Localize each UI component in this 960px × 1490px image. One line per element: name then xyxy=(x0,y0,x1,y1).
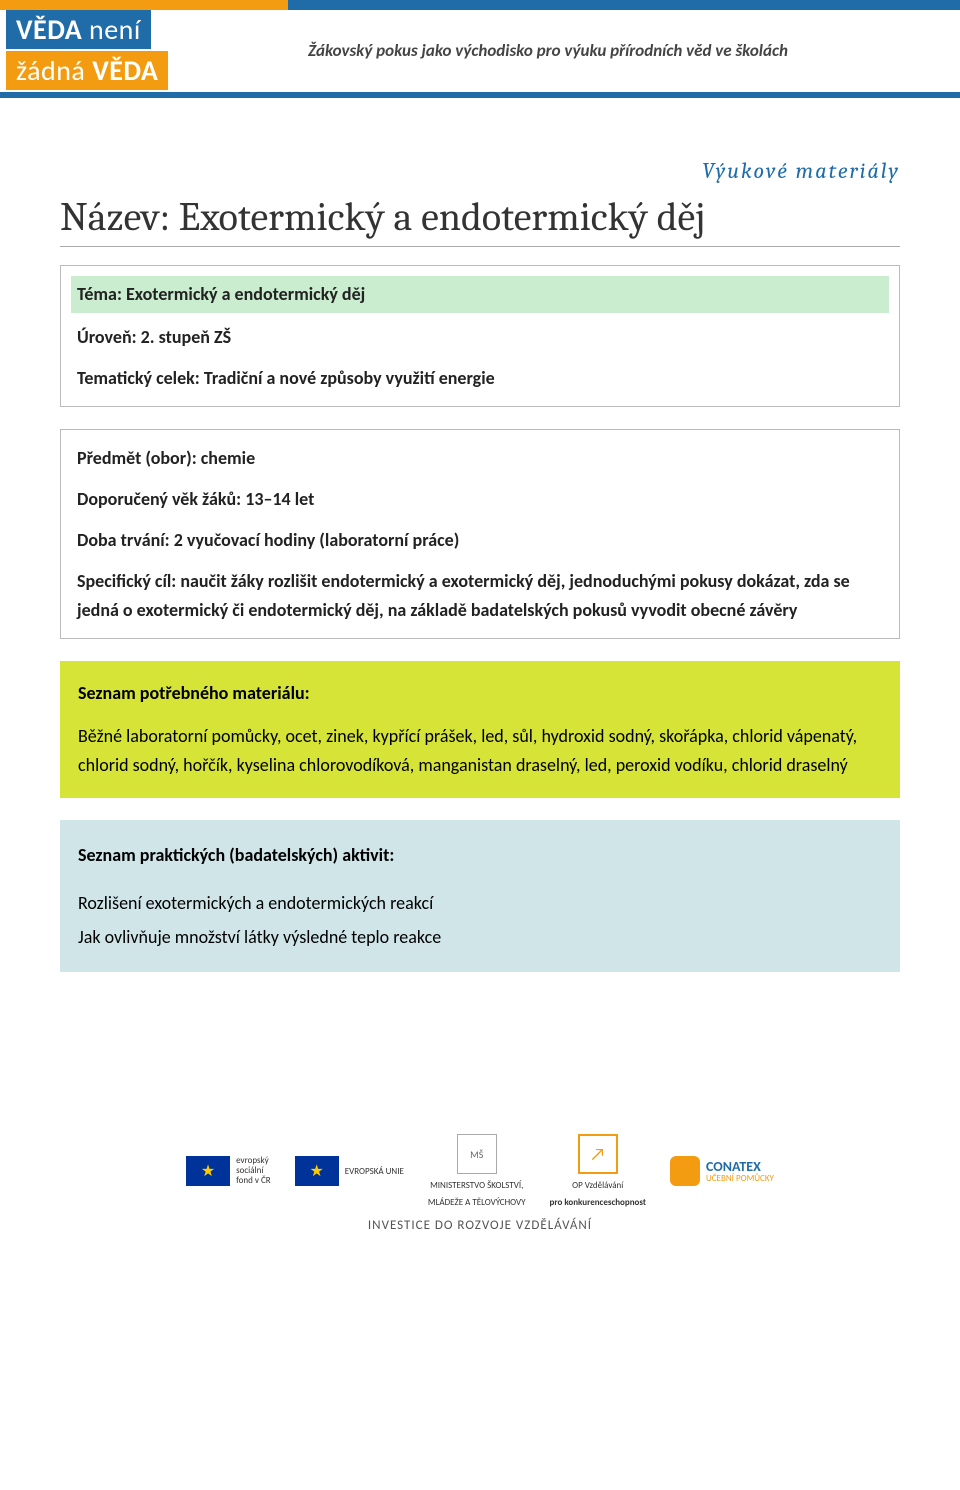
page-title: Název: Exotermický a endotermický děj xyxy=(60,194,900,247)
activities-block: Seznam praktických (badatelských) aktivi… xyxy=(60,820,900,973)
cil-row: Specifický cíl: naučit žáky rozlišit end… xyxy=(77,567,883,625)
page-footer: ★ evropský sociální fond v ČR ★ EVROPSKÁ… xyxy=(0,1134,960,1253)
op-text1: OP Vzdělávání xyxy=(572,1180,623,1191)
activities-heading: Seznam praktických (badatelských) aktivi… xyxy=(78,838,882,872)
doba-row: Doba trvání: 2 vyučovací hodiny (laborat… xyxy=(77,526,883,555)
eu-flag-icon: ★ xyxy=(186,1156,230,1186)
eu-text: EVROPSKÁ UNIE xyxy=(345,1166,404,1177)
materials-body: Běžné laboratorní pomůcky, ocet, zinek, … xyxy=(78,722,882,780)
eu-flag-icon-2: ★ xyxy=(295,1156,339,1186)
logo-esf: ★ evropský sociální fond v ČR xyxy=(186,1156,271,1186)
materials-heading: Seznam potřebného materiálu: xyxy=(78,679,882,708)
tema-row: Téma: Exotermický a endotermický děj xyxy=(71,276,889,313)
info-box-2: Předmět (obor): chemie Doporučený věk žá… xyxy=(60,429,900,639)
predmet-row: Předmět (obor): chemie xyxy=(77,444,883,473)
conatex-icon xyxy=(670,1156,700,1186)
uroven-row: Úroveň: 2. stupeň ZŠ xyxy=(77,323,883,352)
logo-op: ↗ OP Vzdělávání pro konkurenceschopnost xyxy=(550,1134,646,1208)
conatex-text2: UČEBNÍ POMŮCKY xyxy=(706,1174,774,1184)
logo-conatex: CONATEX UČEBNÍ POMŮCKY xyxy=(670,1156,774,1186)
esf-text3: fond v ČR xyxy=(236,1176,271,1186)
conatex-text1: CONATEX xyxy=(706,1159,774,1174)
page-header: VĚDA není žádná VĚDA Žákovský pokus jako… xyxy=(0,0,960,98)
activities-line1: Rozlišení exotermických a endotermických… xyxy=(78,886,882,920)
footer-tagline: INVESTICE DO ROZVOJE VZDĚLÁVÁNÍ xyxy=(368,1218,592,1233)
logo-word-veda2: VĚDA xyxy=(92,53,158,88)
logo-eu: ★ EVROPSKÁ UNIE xyxy=(295,1156,404,1186)
logo-area: VĚDA není žádná VĚDA xyxy=(0,10,300,90)
page-content: Výukové materiály Název: Exotermický a e… xyxy=(0,98,960,1034)
msmt-icon: MŠ xyxy=(457,1134,497,1174)
op-icon: ↗ xyxy=(578,1134,618,1174)
logo-line1: VĚDA není xyxy=(6,10,151,49)
category-label: Výukové materiály xyxy=(60,158,900,184)
info-box-1: Téma: Exotermický a endotermický děj Úro… xyxy=(60,265,900,407)
logo-word-zadna: žádná xyxy=(16,53,85,88)
bar-orange xyxy=(0,0,288,10)
header-tagline: Žákovský pokus jako východisko pro výuku… xyxy=(300,10,960,90)
op-text2: pro konkurenceschopnost xyxy=(550,1197,646,1208)
vek-row: Doporučený věk žáků: 13–14 let xyxy=(77,485,883,514)
celek-row: Tematický celek: Tradiční a nové způsoby… xyxy=(77,364,883,393)
logo-word-veda: VĚDA xyxy=(16,12,82,47)
logo-word-neni: není xyxy=(89,12,141,47)
materials-block: Seznam potřebného materiálu: Běžné labor… xyxy=(60,661,900,797)
header-main: VĚDA není žádná VĚDA Žákovský pokus jako… xyxy=(0,10,960,90)
footer-logos: ★ evropský sociální fond v ČR ★ EVROPSKÁ… xyxy=(186,1134,774,1208)
bar-blue xyxy=(288,0,960,10)
header-top-bar xyxy=(0,0,960,10)
activities-line2: Jak ovlivňuje množství látky výsledné te… xyxy=(78,920,882,954)
logo-line2: žádná VĚDA xyxy=(6,51,168,90)
msmt-text2: MLÁDEŽE A TĚLOVÝCHOVY xyxy=(428,1197,526,1208)
msmt-text1: MINISTERSTVO ŠKOLSTVÍ, xyxy=(430,1180,523,1191)
logo-msmt: MŠ MINISTERSTVO ŠKOLSTVÍ, MLÁDEŽE A TĚLO… xyxy=(428,1134,526,1208)
